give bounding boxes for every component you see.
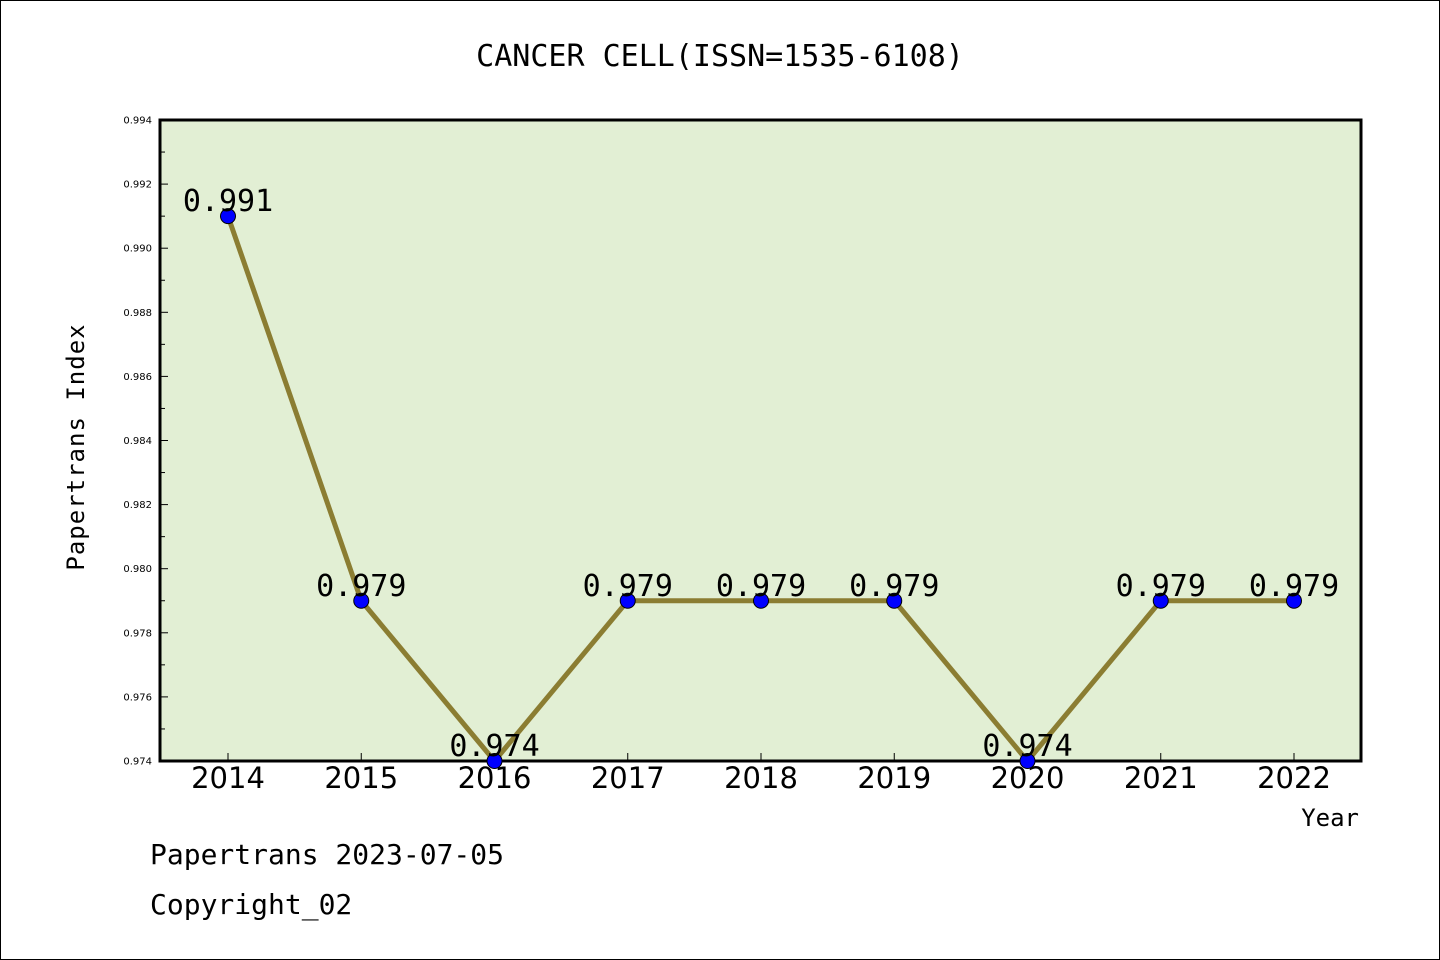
data-point — [886, 592, 903, 609]
x-tick-label: 2018 — [724, 761, 798, 795]
data-point — [753, 592, 769, 609]
y-tick-label: 0.984 — [123, 436, 152, 447]
x-tick-label: 2019 — [857, 761, 931, 795]
y-tick-label: 0.980 — [123, 564, 152, 575]
data-point — [353, 592, 370, 609]
data-point — [619, 592, 636, 609]
data-label: 0.979 — [1116, 569, 1206, 604]
y-tick-label: 0.990 — [123, 244, 152, 255]
series-papertrans-index — [220, 208, 1302, 769]
footer-date: Papertrans 2023-07-05 — [150, 838, 504, 871]
y-tick-label: 0.994 — [123, 116, 152, 127]
y-tick-label: 0.986 — [123, 372, 152, 383]
chart-title: CANCER CELL(ISSN=1535-6108) — [476, 39, 964, 74]
x-tick-label: 2015 — [324, 761, 398, 795]
y-axis-label: Papertrans Index — [62, 323, 90, 570]
x-tick-label: 2021 — [1124, 761, 1198, 795]
data-label: 0.979 — [583, 569, 673, 604]
data-point — [220, 208, 236, 225]
data-label: 0.974 — [449, 729, 539, 764]
y-tick-label: 0.992 — [123, 180, 152, 191]
x-axis: 2014 2015 2016 2017 2018 2019 2020 2021 2022 — [191, 753, 1331, 795]
y-tick-label: 0.976 — [123, 692, 152, 703]
data-labels: 0.991 0.979 0.974 0.979 0.979 0.979 0.974 0.979… — [183, 184, 1339, 764]
y-tick-label: 0.978 — [123, 628, 152, 639]
data-point — [486, 753, 503, 769]
y-tick-label: 0.982 — [123, 500, 152, 511]
data-label: 0.979 — [716, 569, 806, 604]
x-tick-label: 2022 — [1257, 761, 1331, 795]
y-tick-label: 0.988 — [123, 308, 152, 319]
footer-copyright: Copyright_02 — [150, 888, 352, 922]
data-label: 0.974 — [982, 729, 1072, 764]
y-axis: 0.974 0.976 0.978 0.980 0.982 0.984 0.986 0.988… — [123, 116, 168, 768]
data-point — [1286, 592, 1302, 609]
data-label: 0.979 — [1249, 569, 1339, 604]
x-tick-label: 2017 — [591, 761, 665, 795]
data-label: 0.979 — [316, 569, 406, 604]
plot-area — [158, 118, 1363, 763]
data-point — [1152, 592, 1169, 609]
data-label: 0.991 — [183, 184, 273, 219]
x-axis-label: Year — [1301, 804, 1359, 832]
x-tick-label: 2014 — [191, 761, 265, 795]
y-tick-label: 0.974 — [123, 757, 152, 768]
data-label: 0.979 — [849, 569, 939, 604]
data-point — [1019, 753, 1036, 769]
